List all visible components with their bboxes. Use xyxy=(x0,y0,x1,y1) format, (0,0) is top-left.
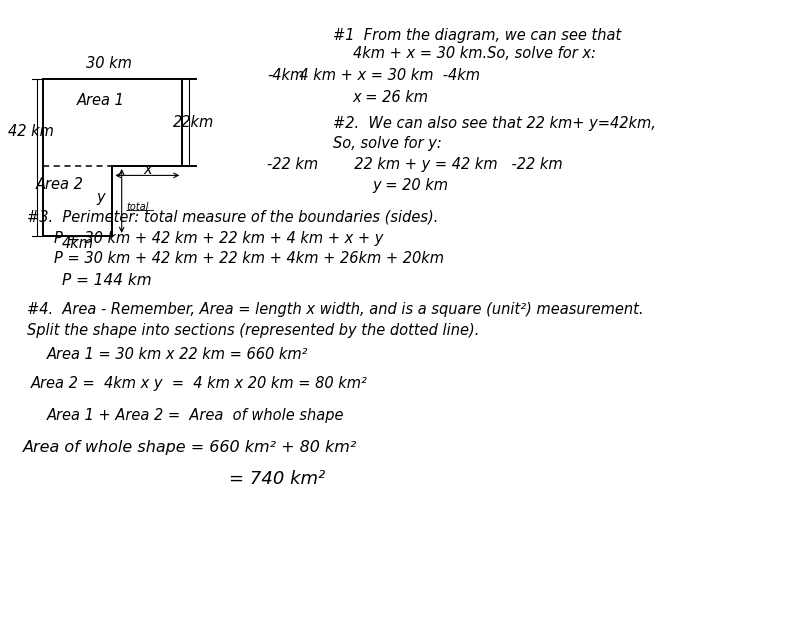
Text: P = 144 km: P = 144 km xyxy=(62,273,152,288)
Text: 30 km: 30 km xyxy=(86,56,131,71)
Text: Area 2 =  4km x y  =  4 km x 20 km = 80 km²: Area 2 = 4km x y = 4 km x 20 km = 80 km² xyxy=(31,377,368,391)
Text: 42 km: 42 km xyxy=(8,124,54,139)
Text: x = 26 km: x = 26 km xyxy=(353,90,429,105)
Text: #3.  Perimeter: total measure of the boundaries (sides).: #3. Perimeter: total measure of the boun… xyxy=(27,209,438,225)
Text: 4km: 4km xyxy=(62,237,94,251)
Text: 22km: 22km xyxy=(173,115,214,130)
Text: #1  From the diagram, we can see that: #1 From the diagram, we can see that xyxy=(334,28,622,43)
Text: Split the shape into sections (represented by the dotted line).: Split the shape into sections (represent… xyxy=(27,323,479,338)
Text: 22 km + y = 42 km   -22 km: 22 km + y = 42 km -22 km xyxy=(345,157,562,172)
Text: x: x xyxy=(143,162,151,177)
Text: Area of whole shape = 660 km² + 80 km²: Area of whole shape = 660 km² + 80 km² xyxy=(23,440,358,455)
Text: 4km + x = 30 km.So, solve for x:: 4km + x = 30 km.So, solve for x: xyxy=(353,47,596,61)
Text: P = 30 km + 42 km + 22 km + 4km + 26km + 20km: P = 30 km + 42 km + 22 km + 4km + 26km +… xyxy=(54,251,444,266)
Text: P = 30 km + 42 km + 22 km + 4 km + x + y: P = 30 km + 42 km + 22 km + 4 km + x + y xyxy=(54,231,384,246)
Text: -4km: -4km xyxy=(267,68,305,83)
Text: y = 20 km: y = 20 km xyxy=(372,179,448,194)
Text: #2.  We can also see that 22 km+ y=42km,: #2. We can also see that 22 km+ y=42km, xyxy=(334,116,656,131)
Text: total: total xyxy=(126,202,149,212)
Text: -22 km: -22 km xyxy=(267,157,318,172)
Text: Area 1 + Area 2 =  Area  of whole shape: Area 1 + Area 2 = Area of whole shape xyxy=(46,408,344,423)
Text: So, solve for y:: So, solve for y: xyxy=(334,136,442,151)
Text: y: y xyxy=(97,190,105,204)
Text: = 740 km²: = 740 km² xyxy=(229,469,325,488)
Text: Area 2: Area 2 xyxy=(36,177,84,192)
Text: Area 1: Area 1 xyxy=(77,93,125,108)
Text: #4.  Area - Remember, Area = length x width, and is a square (unit²) measurement: #4. Area - Remember, Area = length x wid… xyxy=(27,302,644,317)
Text: Area 1 = 30 km x 22 km = 660 km²: Area 1 = 30 km x 22 km = 660 km² xyxy=(46,346,308,362)
Text: 4 km + x = 30 km  -4km: 4 km + x = 30 km -4km xyxy=(267,68,481,83)
